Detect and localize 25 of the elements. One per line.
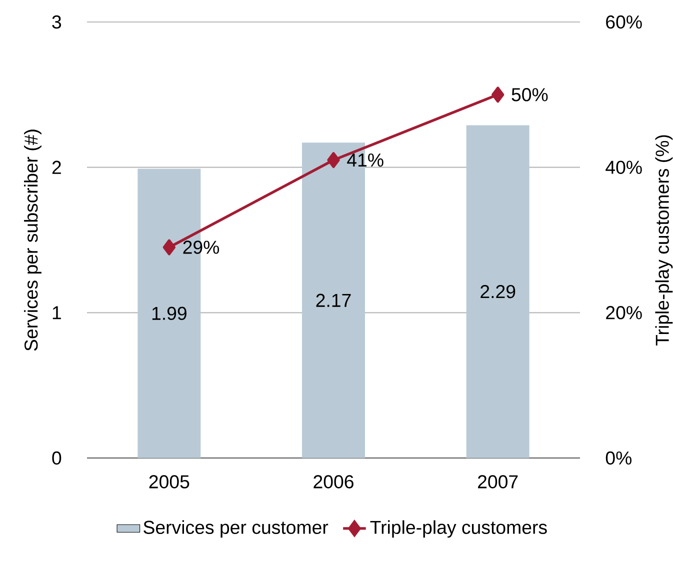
y2-tick-label: 20% [606,306,642,320]
point [492,86,504,103]
y2-tick-label: 60% [606,15,642,29]
y2-tick-label: 40% [606,160,642,174]
x-tick-label: 2005 [149,475,190,488]
data-label: 1.99 [152,306,186,320]
point [162,239,176,256]
data-label: 41% [347,154,384,167]
x-tick-label: 2007 [478,475,518,488]
y-axis-title: Services per subscriber (#) [24,130,42,351]
legend-label: Services per customer [144,520,328,538]
bar [466,125,530,458]
point [327,152,340,168]
data-label: 2.29 [480,284,516,298]
legend-label: Triple-play customers [370,520,547,538]
y-tick-label: 2 [52,160,61,174]
x-tick-label: 2006 [314,475,354,488]
y-tick-label: 3 [52,15,62,29]
data-label: 29% [183,240,220,254]
y2-tick-label: 0% [606,451,632,465]
y-tick-label: 1 [52,306,61,320]
y2-axis-title: Triple-play customers (%) [655,135,673,346]
data-label: 50% [512,88,548,102]
data-label: 2.17 [316,294,351,307]
y-tick-label: 0 [52,451,62,465]
